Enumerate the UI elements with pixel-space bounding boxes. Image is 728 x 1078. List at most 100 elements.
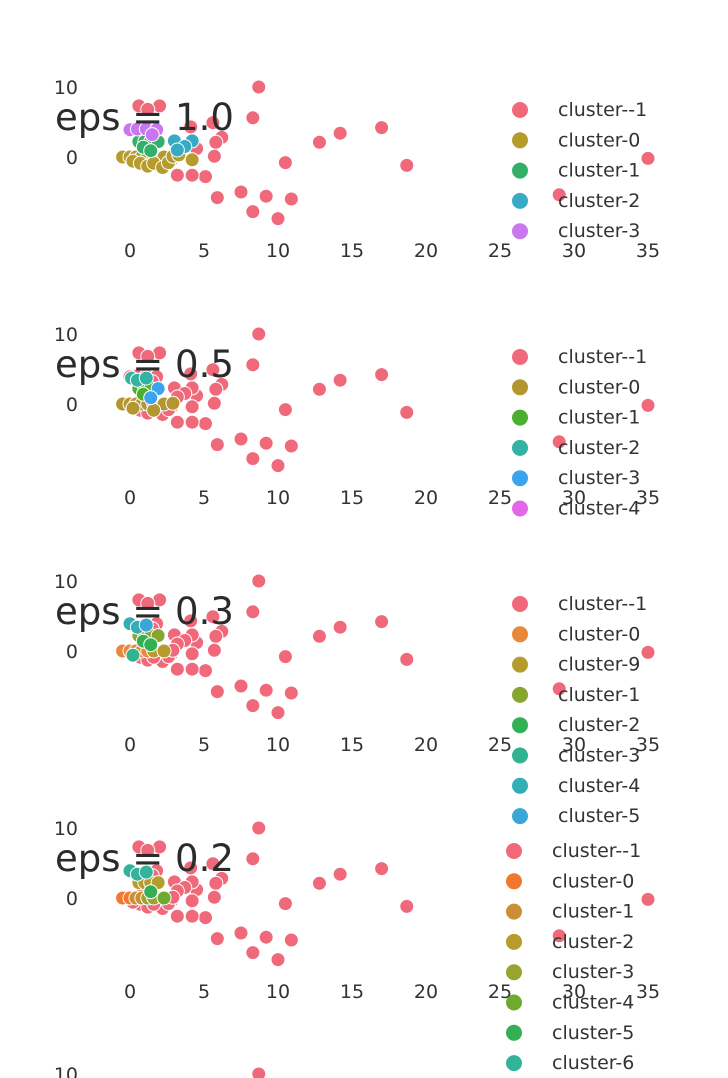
scatter-point-cluster--1 — [206, 148, 222, 164]
scatter-point-cluster--1 — [251, 326, 267, 342]
scatter-point-cluster--1 — [233, 431, 249, 447]
scatter-point-cluster--1 — [374, 614, 390, 630]
scatter-point-cluster--1 — [551, 434, 567, 450]
x-tick-label: 20 — [414, 734, 438, 756]
x-tick-label: 0 — [124, 981, 136, 1003]
legend-marker — [512, 656, 528, 673]
scatter-point-cluster--1 — [374, 861, 390, 877]
legend-marker — [512, 808, 528, 825]
scatter-point-cluster--1 — [258, 929, 274, 945]
legend-marker — [512, 470, 528, 487]
scatter-point-cluster--1 — [277, 896, 293, 912]
y-tick-label: 0 — [66, 888, 78, 910]
x-tick-label: 5 — [198, 240, 210, 262]
panel-5: 10 — [54, 1064, 267, 1078]
scatter-point-cluster--1 — [209, 931, 225, 947]
y-tick-label: 10 — [54, 818, 78, 840]
x-tick-label: 30 — [562, 487, 586, 509]
x-tick-label: 30 — [562, 734, 586, 756]
scatter-point-cluster--1 — [251, 79, 267, 95]
scatter-point-cluster--1 — [169, 414, 185, 430]
scatter-point-cluster-0 — [146, 402, 162, 418]
scatter-point-cluster--1 — [233, 678, 249, 694]
legend-marker — [512, 192, 528, 209]
x-tick-label: 15 — [340, 734, 364, 756]
legend-marker — [506, 873, 522, 890]
y-tick-label: 0 — [66, 641, 78, 663]
legend-marker — [506, 903, 522, 920]
legend-marker — [512, 409, 528, 426]
scatter-point-cluster--1 — [283, 438, 299, 454]
scatter-point-cluster--1 — [245, 204, 261, 220]
legend-label: cluster-1 — [558, 684, 640, 706]
scatter-point-cluster--1 — [374, 367, 390, 383]
scatter-point-cluster--1 — [184, 661, 200, 677]
legend-label: cluster--1 — [558, 99, 647, 121]
legend-label: cluster-2 — [558, 714, 640, 736]
x-tick-label: 25 — [488, 240, 512, 262]
scatter-point-cluster-3 — [125, 647, 141, 663]
scatter-point-cluster--1 — [245, 357, 261, 373]
legend-label: cluster-0 — [558, 376, 640, 398]
legend-label: cluster--1 — [558, 593, 647, 615]
legend-marker — [512, 626, 528, 643]
legend-label: cluster-1 — [558, 407, 640, 429]
legend-label: cluster-2 — [552, 931, 634, 953]
scatter-point-cluster--1 — [551, 187, 567, 203]
legend-label: cluster-3 — [558, 220, 640, 242]
y-tick-label: 10 — [54, 1064, 78, 1078]
scatter-point-cluster--1 — [283, 932, 299, 948]
x-tick-label: 35 — [636, 240, 660, 262]
scatter-point-cluster--1 — [197, 169, 213, 185]
scatter-point-cluster--1 — [169, 908, 185, 924]
scatter-point-cluster--1 — [206, 889, 222, 905]
x-tick-label: 35 — [636, 734, 660, 756]
y-tick-label: 10 — [54, 77, 78, 99]
scatter-point-cluster--1 — [169, 167, 185, 183]
legend-label: cluster-4 — [558, 498, 640, 520]
legend-marker — [512, 162, 528, 179]
scatter-point-cluster--1 — [258, 188, 274, 204]
scatter-point-cluster--1 — [311, 628, 327, 644]
scatter-point-cluster--1 — [245, 945, 261, 961]
x-tick-label: 15 — [340, 981, 364, 1003]
scatter-point-cluster--1 — [184, 908, 200, 924]
scatter-point-cluster--1 — [277, 155, 293, 171]
scatter-point-cluster--1 — [184, 414, 200, 430]
x-tick-label: 5 — [198, 734, 210, 756]
y-tick-label: 0 — [66, 147, 78, 169]
panel-title: eps = 1.0 — [55, 96, 234, 139]
scatter-point-cluster--1 — [184, 646, 200, 662]
scatter-point-cluster--1 — [332, 866, 348, 882]
scatter-point-cluster--1 — [311, 875, 327, 891]
legend-marker — [506, 994, 522, 1011]
scatter-point-cluster--1 — [197, 416, 213, 432]
scatter-point-cluster--1 — [277, 649, 293, 665]
scatter-point-cluster--1 — [640, 644, 656, 660]
x-tick-label: 30 — [562, 240, 586, 262]
x-tick-label: 15 — [340, 487, 364, 509]
legend-label: cluster--1 — [558, 346, 647, 368]
scatter-point-cluster-2 — [169, 142, 185, 158]
x-tick-label: 0 — [124, 734, 136, 756]
scatter-point-cluster-1 — [143, 143, 159, 159]
x-tick-label: 5 — [198, 981, 210, 1003]
legend-label: cluster-4 — [558, 775, 640, 797]
x-tick-label: 10 — [266, 240, 290, 262]
legend-label: cluster-2 — [558, 437, 640, 459]
scatter-point-cluster--1 — [206, 395, 222, 411]
x-tick-label: 15 — [340, 240, 364, 262]
legend-label: cluster-6 — [552, 1052, 634, 1074]
scatter-point-cluster-0 — [184, 152, 200, 168]
legend-marker — [512, 500, 528, 517]
scatter-point-cluster-0 — [165, 395, 181, 411]
legend-label: cluster-0 — [558, 623, 640, 645]
scatter-point-cluster--1 — [332, 619, 348, 635]
scatter-point-cluster--1 — [332, 125, 348, 141]
scatter-point-cluster--1 — [245, 851, 261, 867]
legend-label: cluster-3 — [558, 467, 640, 489]
x-tick-label: 20 — [414, 240, 438, 262]
panel-title: eps = 0.2 — [55, 837, 234, 880]
